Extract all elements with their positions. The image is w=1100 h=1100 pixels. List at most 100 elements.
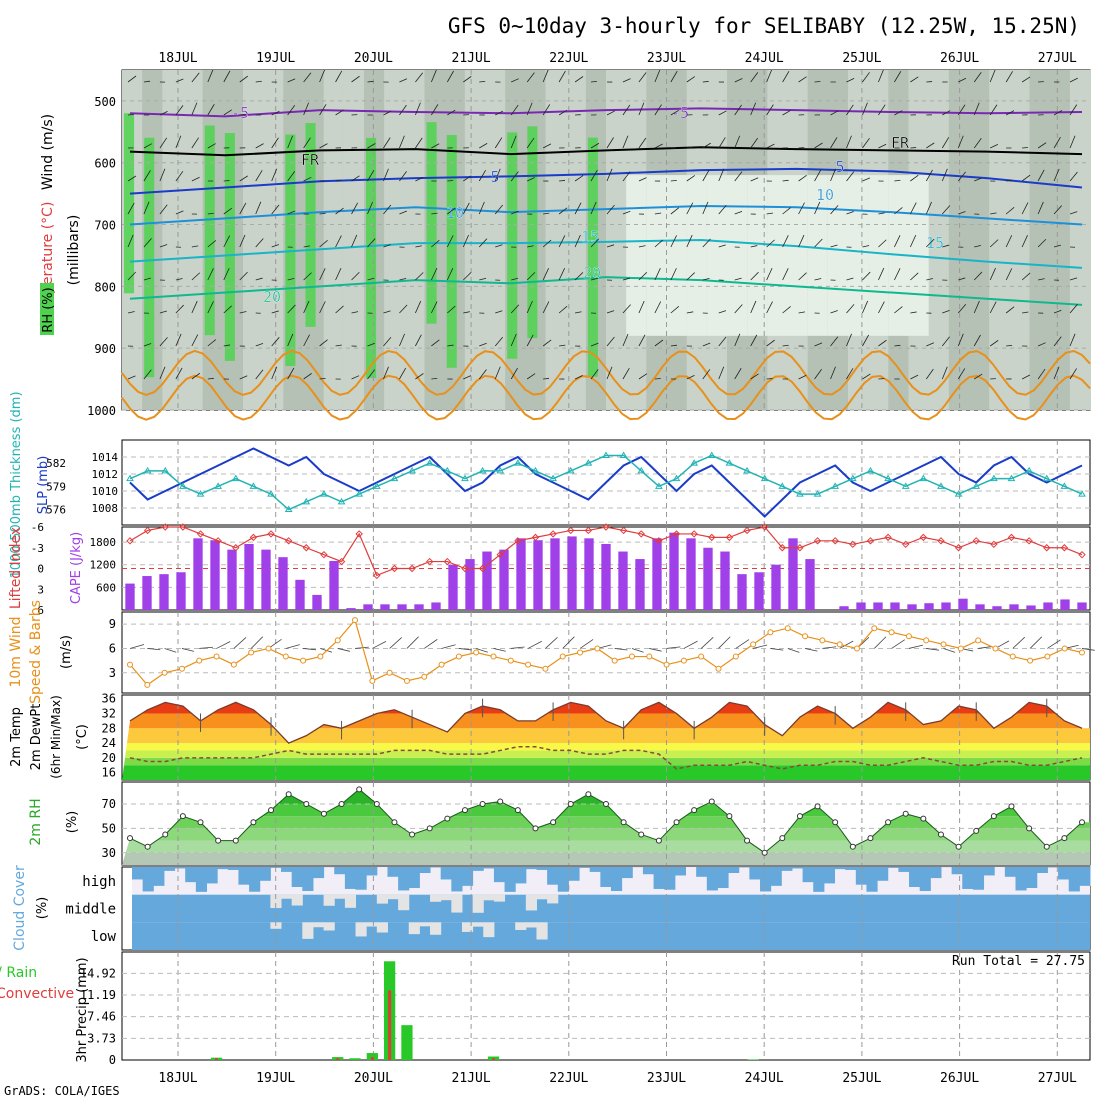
wind-barb (782, 179, 789, 182)
cloud-cell (376, 894, 388, 904)
wind-barb (271, 244, 280, 248)
rh-band (263, 70, 285, 410)
li-marker (443, 557, 452, 566)
day-label-27jul: 27JUL (1038, 1071, 1077, 1086)
wind-barb (702, 369, 711, 380)
temperature-contour (129, 276, 1083, 306)
wind-barb (638, 137, 647, 149)
wind-barb (542, 143, 552, 149)
wind-speed-marker (127, 661, 133, 668)
wind-barb (878, 212, 885, 215)
temperature-band (122, 743, 1090, 751)
wind-barb (1038, 278, 1045, 281)
wind-barb (846, 104, 854, 116)
rh-marker (268, 807, 275, 814)
rh-marker (127, 835, 133, 842)
rh-band (545, 70, 567, 410)
cape-bar (720, 551, 730, 610)
wind-barb (319, 104, 327, 116)
wind-barb (957, 368, 966, 380)
wind-barb (462, 202, 470, 215)
wind-barb (1069, 77, 1078, 83)
wind-barb (638, 72, 647, 83)
li-marker (214, 537, 222, 545)
wind-barb (406, 636, 419, 649)
day-label-19jul: 19JUL (256, 1071, 295, 1086)
wind-barb (441, 644, 456, 649)
y-tick-label: 500 (94, 95, 116, 109)
wind-barb (973, 71, 982, 83)
wind-speed-marker (715, 665, 722, 672)
li-marker (743, 526, 751, 535)
wind-barb (127, 375, 136, 380)
cloud-cell (621, 867, 633, 879)
wind-barb (614, 648, 628, 651)
wind-barb (287, 78, 296, 83)
rh-marker (514, 807, 521, 814)
wind-barb (766, 267, 773, 281)
wind-barb (989, 267, 996, 281)
cape-bar (958, 598, 968, 610)
wind-barb (1053, 137, 1061, 149)
wind-barb (734, 304, 743, 314)
wind-barb (670, 268, 677, 281)
wind-barb (670, 235, 677, 248)
wind-speed-marker (871, 625, 878, 632)
wind-barb (878, 104, 886, 116)
cape-bar (193, 538, 203, 610)
wind-barb (1029, 636, 1043, 649)
y-tick-label: 3 (109, 666, 116, 680)
precip-total-bar (366, 1053, 378, 1060)
wind-barb (798, 272, 807, 281)
contour-label: -5 (231, 104, 249, 122)
wind-barb (638, 271, 648, 281)
temperature-band (122, 728, 1090, 744)
wind-barb (910, 374, 919, 380)
wind-barb (127, 75, 137, 83)
rh-marker (1026, 825, 1033, 832)
thickness-marker (443, 466, 452, 474)
wind-barb (255, 170, 263, 182)
wind-barb (223, 235, 231, 248)
wind-barb (510, 135, 517, 149)
wind-barb (415, 177, 424, 182)
y-tick-label: 28 (102, 721, 116, 735)
rh-dry-area (646, 175, 668, 336)
wind-barb (830, 168, 836, 182)
contour-label: FR (891, 134, 910, 152)
cloud-cell (142, 867, 154, 892)
rh-marker (144, 843, 151, 850)
wind-barb (718, 336, 727, 347)
wind-barb (303, 102, 310, 116)
wind-barb (559, 180, 566, 182)
cloud-cell (461, 922, 474, 932)
wind-barb (830, 205, 839, 215)
wind-barb (415, 245, 422, 248)
thickness-marker (161, 466, 170, 474)
wind-barb (143, 143, 152, 149)
contour-label: 20 (583, 264, 601, 282)
wind-barb (973, 334, 981, 347)
wind-barb (622, 104, 631, 116)
thickness-marker (496, 466, 505, 474)
wind-barb (271, 337, 280, 347)
wind-barb (303, 72, 312, 83)
rh-moist-area (204, 125, 215, 336)
wind-barb (1005, 235, 1013, 248)
wind-barb (127, 202, 135, 215)
cloud-cell (493, 867, 506, 883)
cloud-level-middle: middle (65, 902, 116, 918)
wind-barb (335, 109, 344, 116)
wind-barb (383, 366, 389, 380)
cape-bar (363, 604, 373, 610)
cloud-cell (451, 894, 463, 913)
wind-barb (271, 204, 280, 215)
rh-band (565, 70, 587, 410)
wind-barb (399, 304, 408, 314)
wind-barb (462, 234, 469, 248)
y-tick-label: 70 (102, 797, 116, 811)
wind-barb (367, 238, 376, 248)
cape-bar (227, 549, 237, 610)
wind-barb (654, 69, 661, 83)
wind-barb (303, 373, 312, 380)
